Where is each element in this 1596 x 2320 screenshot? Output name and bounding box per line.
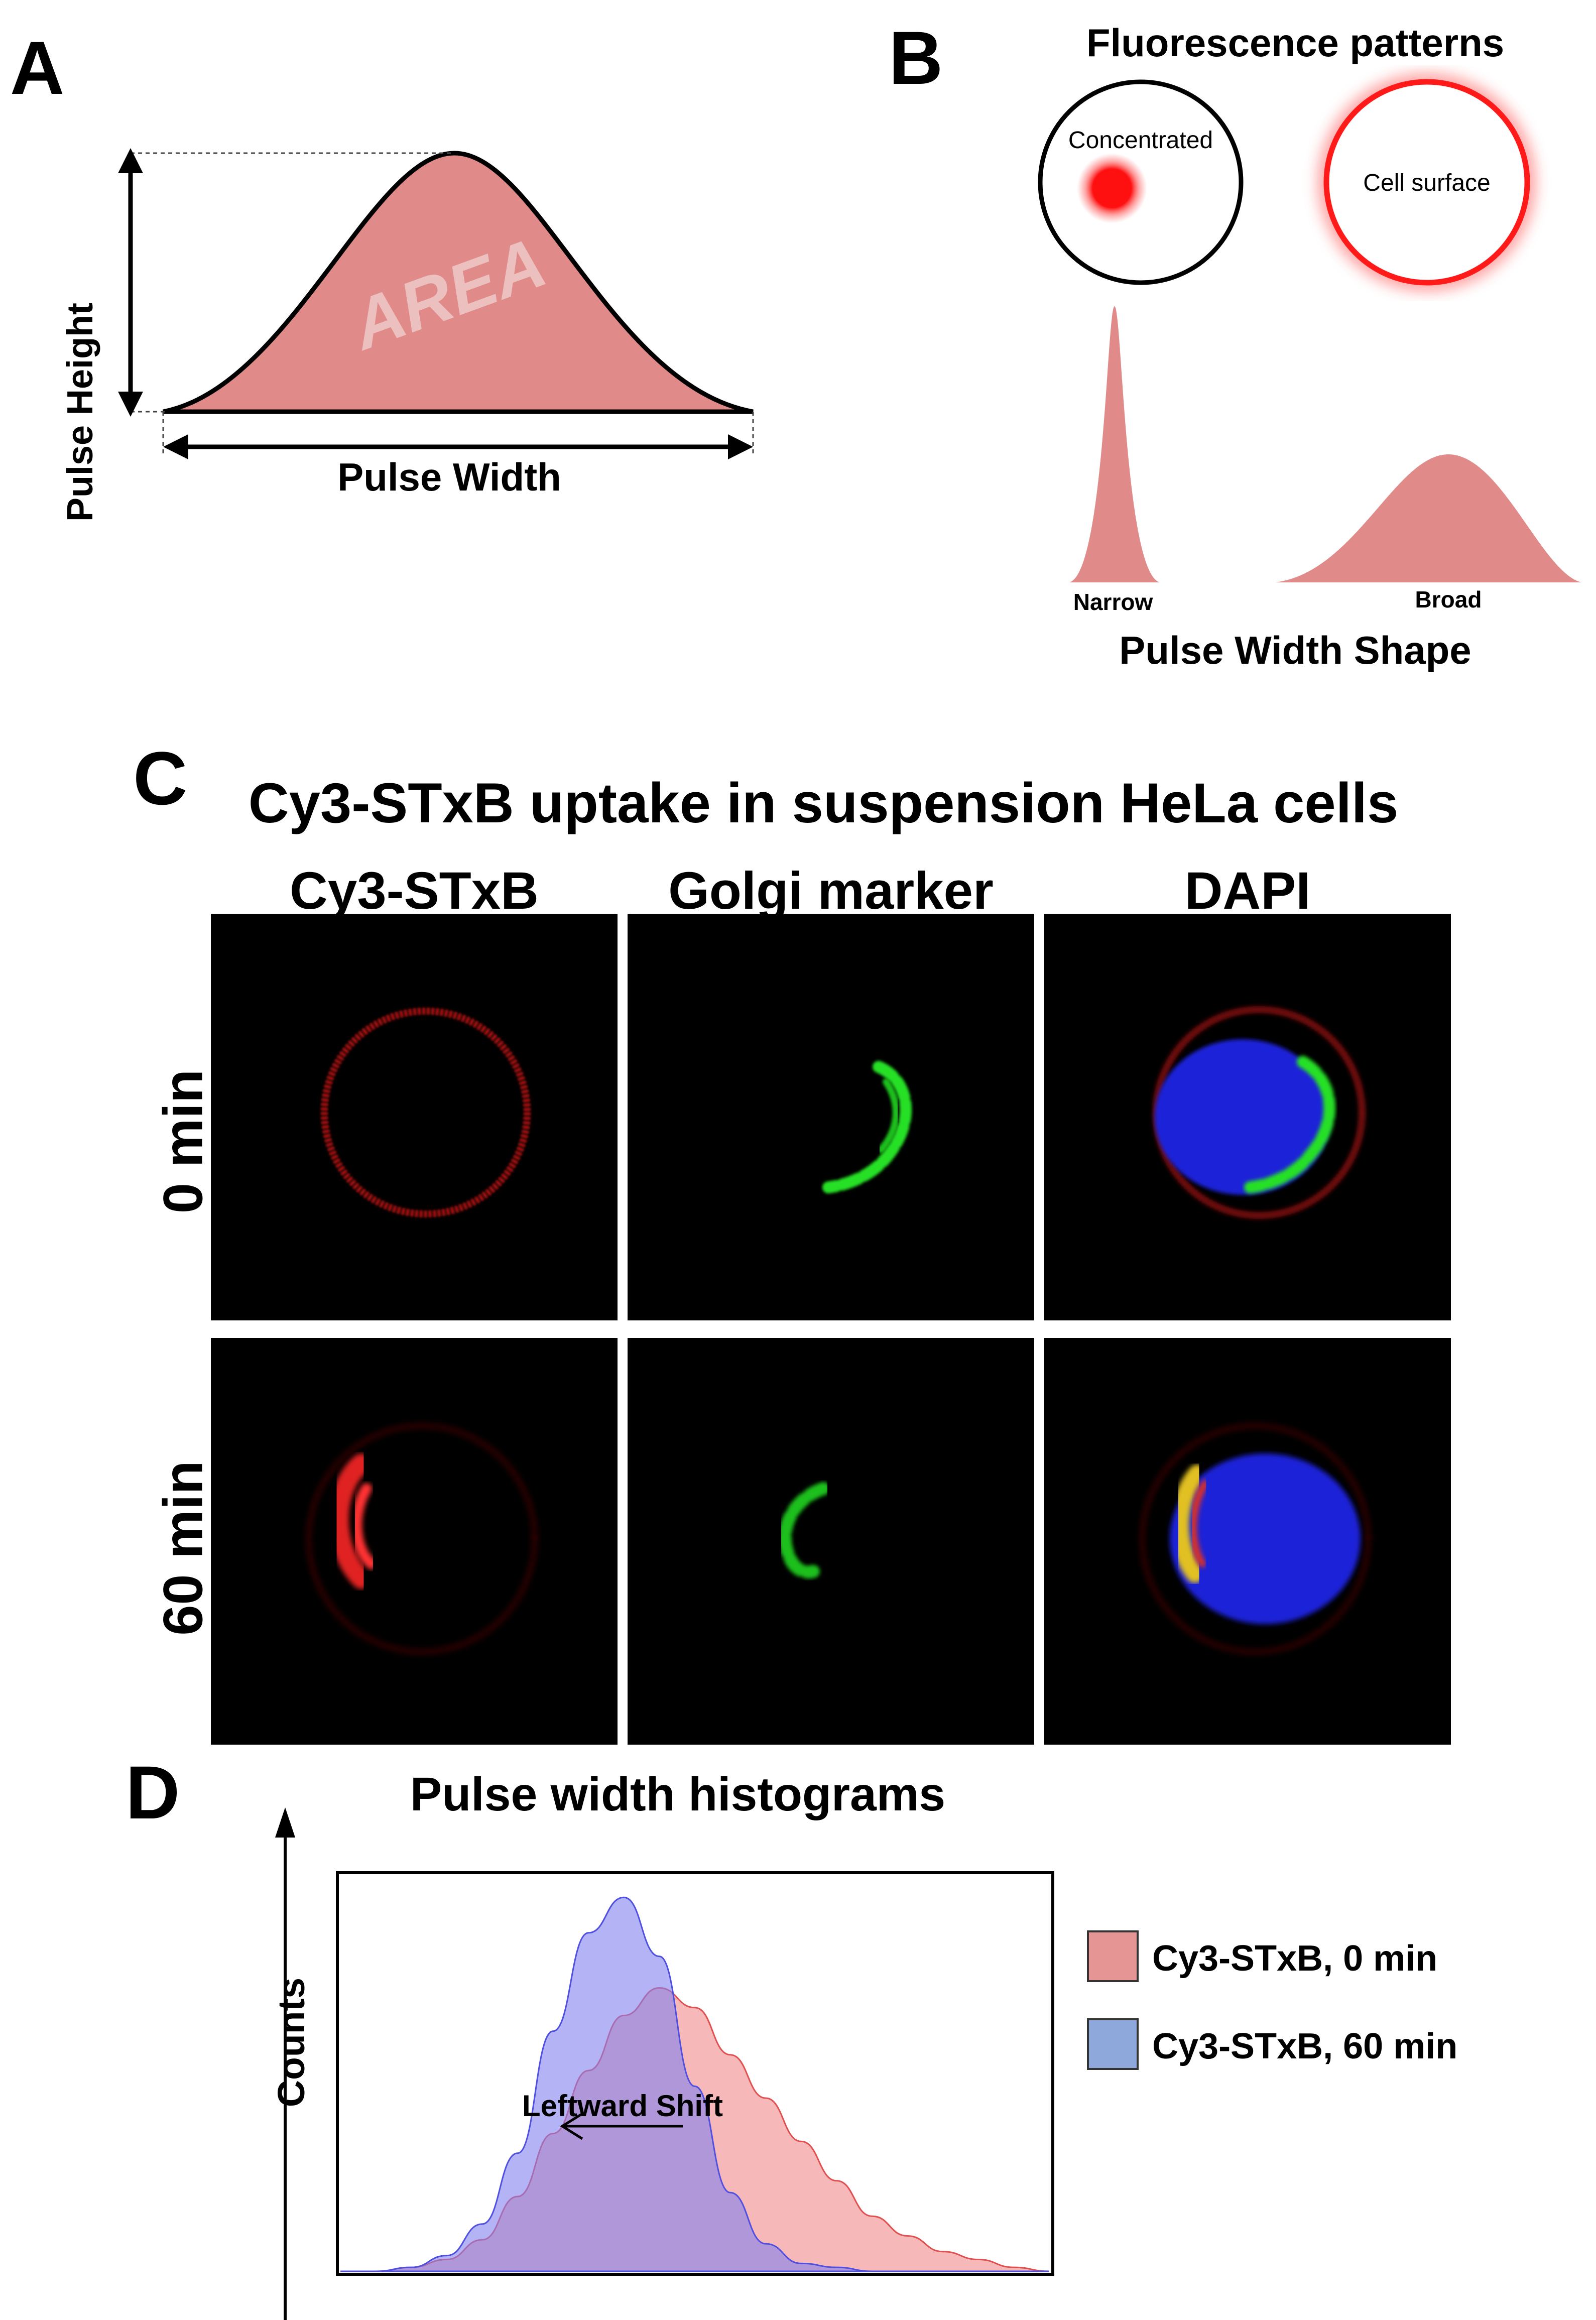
column-label-dapi: DAPI — [1184, 862, 1311, 920]
histogram-chart: Leftward Shift — [275, 1807, 1054, 2320]
shift-arrow — [560, 2112, 683, 2140]
concentrated-dot — [1077, 153, 1147, 223]
micrograph-cy3-0min — [211, 914, 618, 1320]
micrograph-dapi-60min — [1044, 1338, 1451, 1745]
surface-cell — [1323, 79, 1530, 286]
micrograph-dapi-0min — [1044, 914, 1451, 1320]
legend-label-60min: Cy3-STxB, 60 min — [1152, 2026, 1458, 2066]
leftward-shift-label: Leftward Shift — [522, 2089, 723, 2123]
legend-label-0min: Cy3-STxB, 0 min — [1152, 1938, 1438, 1979]
legend-swatch-60min — [1087, 2018, 1139, 2070]
narrow-label: Narrow — [1073, 589, 1153, 615]
panel-a-letter: A — [10, 26, 65, 110]
panel-d-letter: D — [126, 1750, 180, 1835]
narrow-pulse — [1069, 306, 1160, 582]
panel-c-letter: C — [133, 736, 188, 820]
panel-b-letter: B — [889, 16, 943, 100]
width-arrow — [163, 434, 753, 459]
fluorescence-patterns: Concentrated Cell surface — [1038, 73, 1536, 291]
broad-label: Broad — [1415, 586, 1482, 613]
panel-d-title: Pulse width histograms — [410, 1768, 946, 1821]
pulse-shapes: Narrow Broad — [1069, 306, 1581, 615]
row-label-60min: 60 min — [152, 1460, 214, 1636]
pulse-width-label: Pulse Width — [337, 455, 561, 499]
pulse-curve — [163, 151, 754, 414]
micrograph-golgi-0min — [628, 914, 1034, 1320]
row-label-0min: 0 min — [152, 1069, 214, 1214]
panel-c-title: Cy3-STxB uptake in suspension HeLa cells — [248, 772, 1399, 834]
surface-label: Cell surface — [1363, 170, 1490, 196]
panel-b-title: Fluorescence patterns — [1086, 21, 1505, 65]
height-arrow — [118, 148, 143, 417]
column-label-cy3: Cy3-STxB — [290, 862, 539, 920]
broad-pulse — [1275, 454, 1581, 582]
panel-b-caption: Pulse Width Shape — [1119, 628, 1471, 672]
pulse-diagram: AREA — [118, 148, 754, 459]
histogram-series-60min — [340, 1896, 1049, 2272]
column-label-golgi: Golgi marker — [668, 862, 994, 920]
micrograph-cy3-60min — [211, 1338, 618, 1745]
pulse-height-label: Pulse Height — [60, 302, 100, 522]
y-axis-arrow — [275, 1807, 295, 2320]
concentrated-label: Concentrated — [1068, 127, 1213, 154]
legend-swatch-0min — [1087, 1930, 1139, 1982]
counts-label: Counts — [270, 1977, 312, 2108]
micrograph-golgi-60min — [628, 1338, 1034, 1745]
